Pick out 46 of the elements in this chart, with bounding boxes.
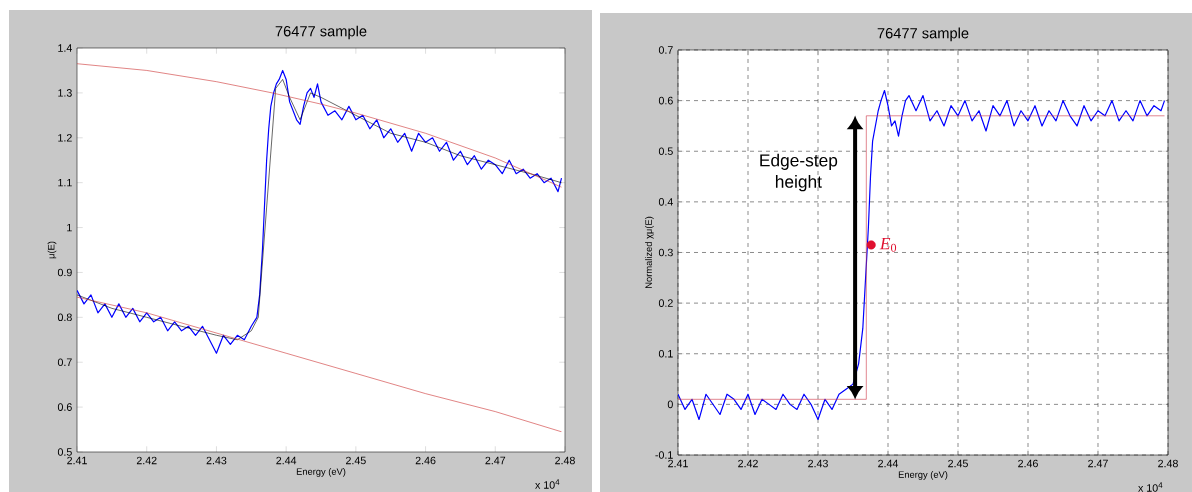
- x-tick-label: 2.45: [346, 456, 366, 465]
- y-tick-label: 1.4: [58, 44, 72, 52]
- y-tick-label: 0.8: [57, 313, 72, 322]
- x-tick-label: 2.42: [738, 459, 758, 468]
- annotation: Edge-step height: [760, 153, 838, 192]
- x-tick-label: 2.47: [1088, 459, 1108, 468]
- y-axis-title: Normalized χμ(E): [645, 216, 654, 288]
- x-tick-label: 2.41: [67, 456, 87, 465]
- x-tick-label: 2.47: [485, 456, 506, 465]
- text: x 10$^{4}$: [535, 479, 560, 489]
- x-tick-label: 2.45: [948, 459, 968, 468]
- text: x 10$^{4}$: [1138, 482, 1163, 492]
- annotation: E$_{0}$: [879, 237, 897, 252]
- x-axis-title: Energy (eV): [296, 468, 346, 477]
- y-tick-label: 1: [67, 223, 72, 232]
- x-tick-label: 2.41: [668, 459, 688, 468]
- line-series: [77, 63, 562, 188]
- y-tick-label: 0.4: [658, 198, 673, 206]
- x-tick-label: 2.46: [415, 456, 436, 465]
- x-tick-label: 2.44: [276, 456, 297, 465]
- y-tick-label: 0.6: [658, 96, 673, 105]
- y-tick-label: 1.1: [58, 179, 72, 187]
- y-tick-label: -0.1: [655, 451, 673, 459]
- y-tick-label: 0.7: [57, 358, 72, 366]
- x-tick-label: 2.42: [136, 456, 157, 465]
- y-tick-label: 1.3: [58, 89, 72, 97]
- y-tick-label: 0.2: [658, 299, 673, 307]
- x-tick-label: 2.43: [206, 456, 227, 465]
- chart-title: 76477 sample: [877, 27, 969, 42]
- y-tick-label: 0.6: [57, 403, 72, 411]
- y-axis-title: μ(E): [47, 241, 57, 259]
- y-tick-label: 0: [667, 400, 673, 409]
- y-tick-label: 0.3: [658, 248, 673, 257]
- chart-title: 76477 sample: [275, 25, 367, 40]
- x-tick-label: 2.48: [555, 456, 575, 465]
- y-tick-label: 0.5: [658, 147, 673, 156]
- y-tick-label: 1.2: [58, 134, 72, 142]
- x-tick-label: 2.46: [1018, 459, 1038, 468]
- x-axis-title: Energy (eV): [898, 471, 948, 480]
- y-tick-label: 0.1: [658, 349, 673, 358]
- y-tick-label: 0.7: [658, 46, 673, 54]
- x-tick-label: 2.43: [808, 459, 828, 468]
- x-tick-label: 2.48: [1158, 459, 1178, 468]
- y-tick-label: 0.9: [57, 268, 72, 277]
- x-tick-label: 2.44: [878, 459, 899, 468]
- y-tick-label: 0.5: [57, 448, 72, 456]
